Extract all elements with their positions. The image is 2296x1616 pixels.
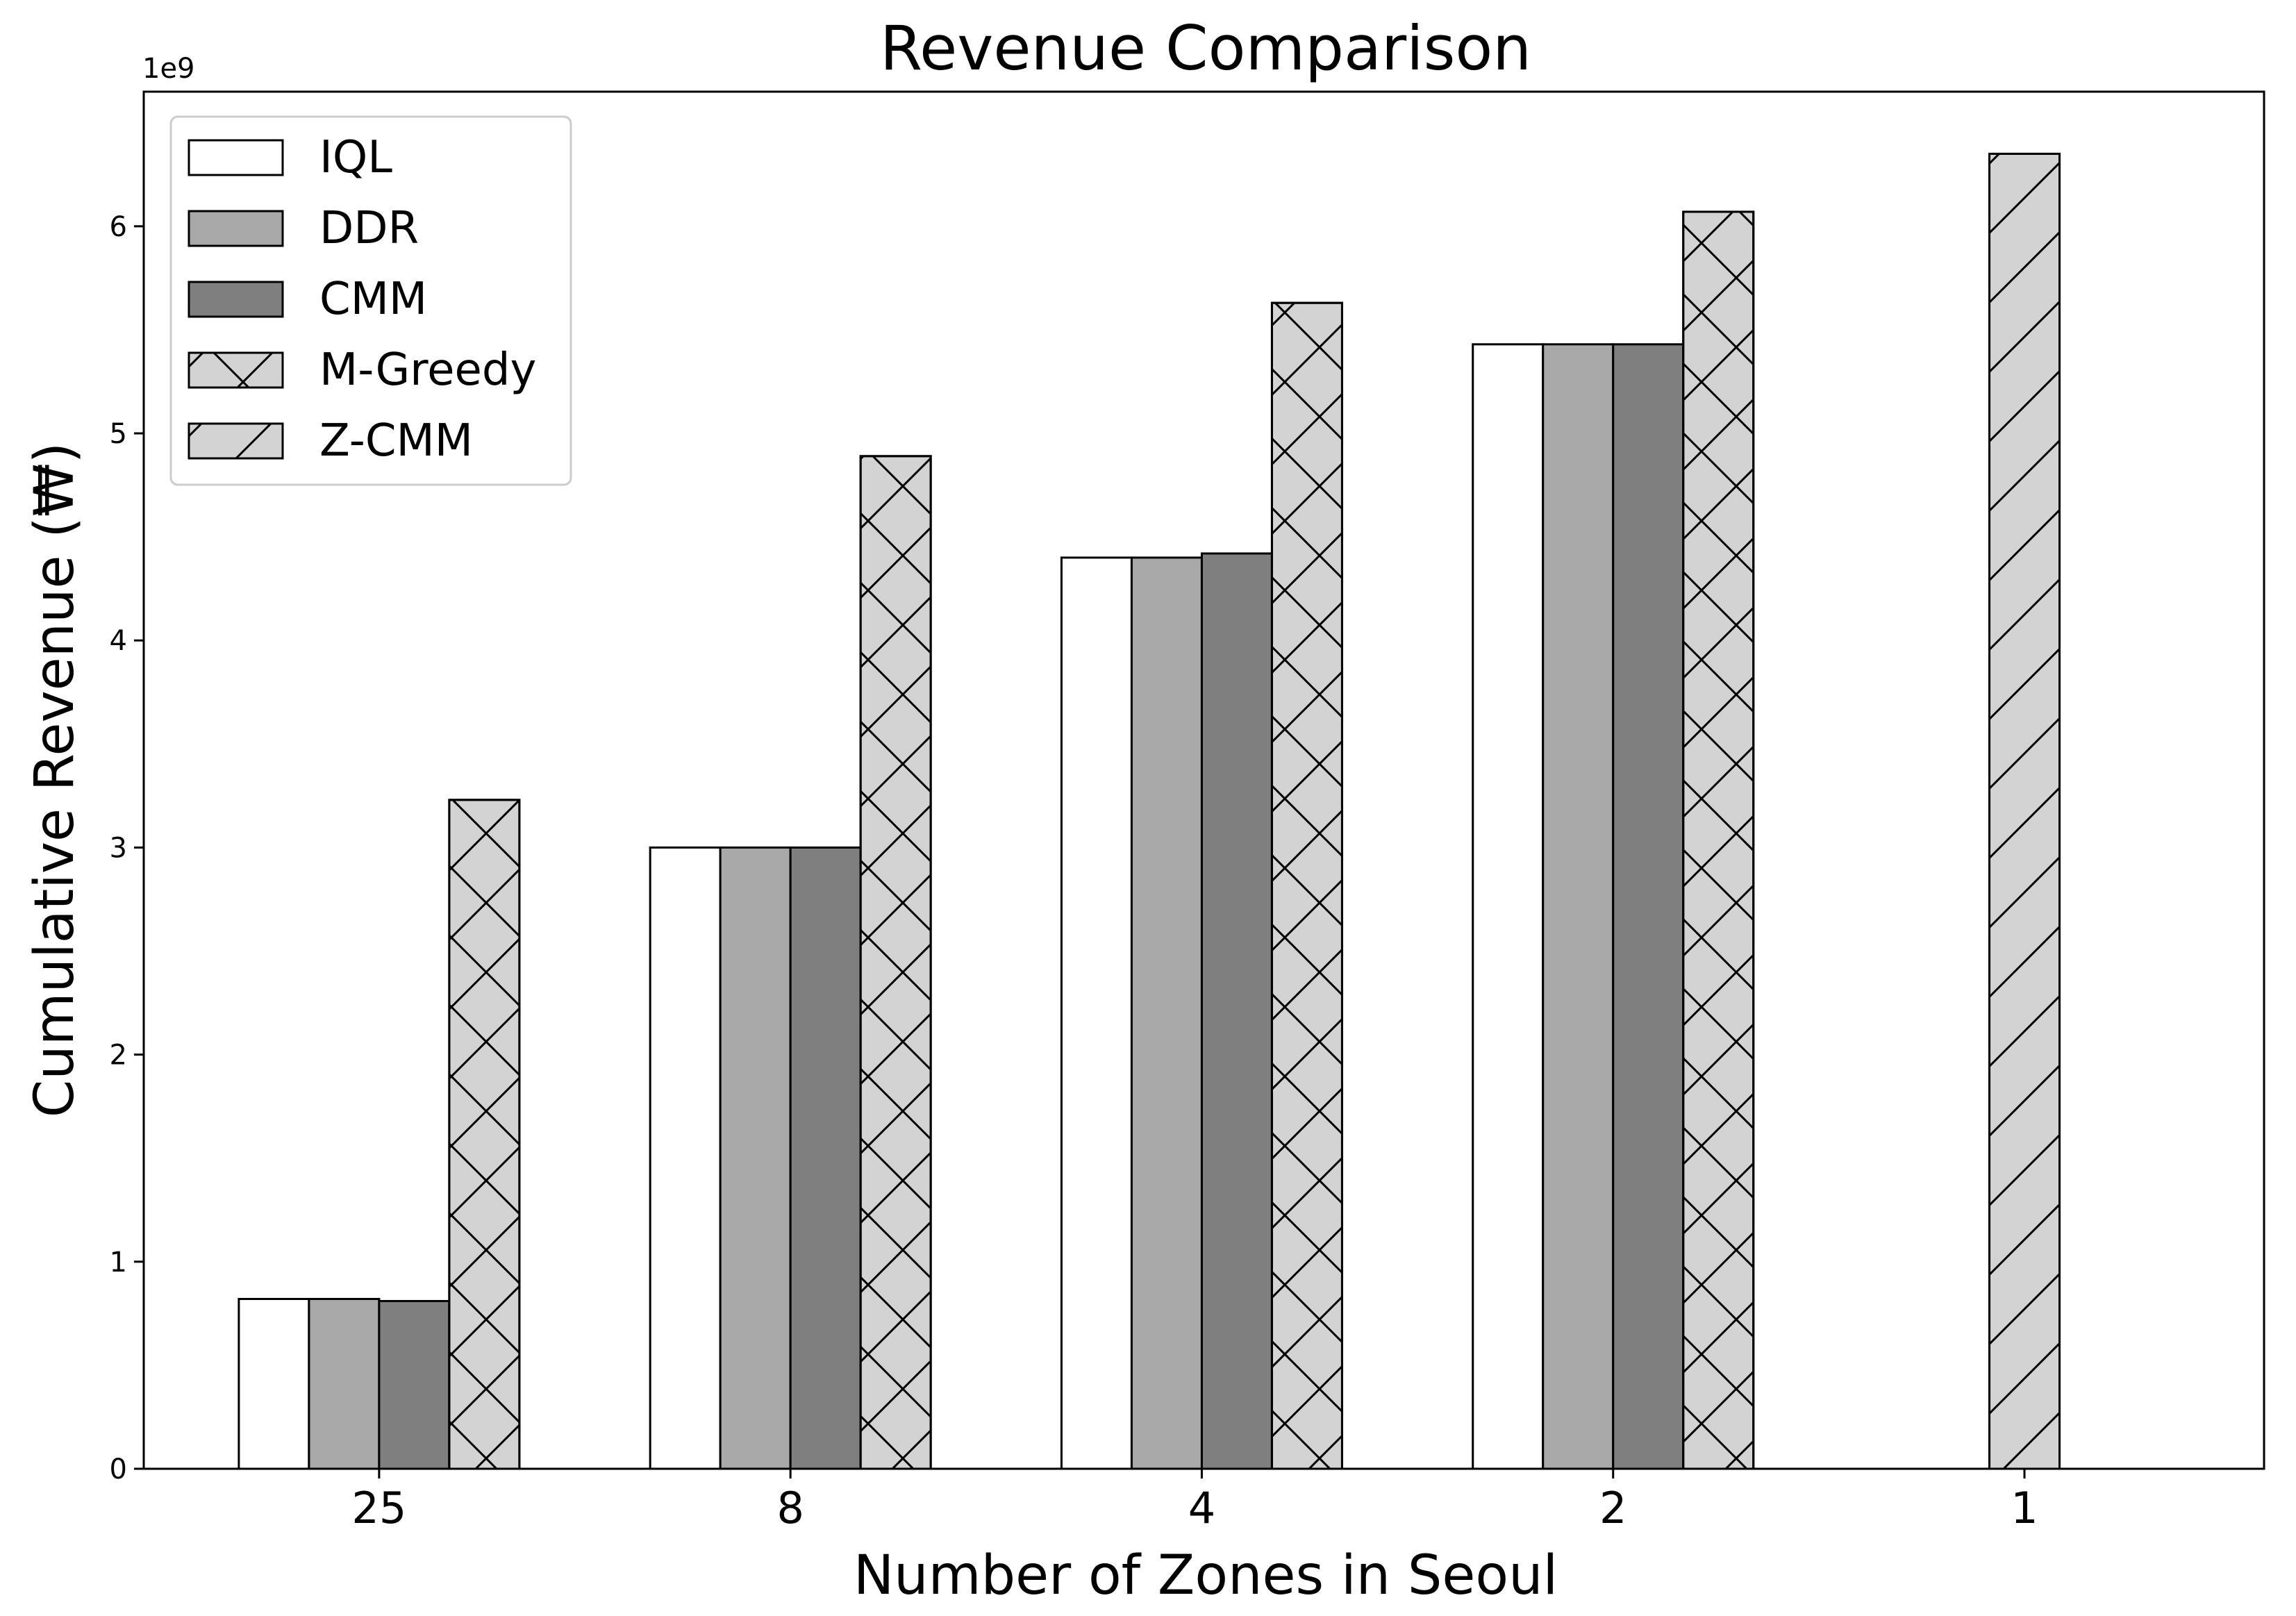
y-offset-label: 1e9 (142, 53, 195, 85)
x-tick-label: 25 (351, 1483, 406, 1533)
legend-label-ddr: DDR (319, 203, 419, 254)
legend-label-z-cmm: Z-CMM (319, 415, 473, 467)
x-tick-label: 2 (1599, 1483, 1627, 1533)
legend-swatch-hatch-m-greedy (188, 351, 284, 389)
bar-ddr-25 (308, 1297, 381, 1470)
bar-ddr-8 (719, 846, 792, 1470)
y-tick-label: 3 (110, 832, 127, 864)
bar-hatch-m-greedy-2 (1682, 210, 1755, 1470)
bar-hatch-m-greedy-4 (1270, 301, 1343, 1470)
y-axis: 0 1 2 3 4 5 6 (110, 211, 144, 1485)
legend-label-m-greedy: M-Greedy (319, 344, 536, 396)
legend-swatch-ddr (188, 210, 284, 247)
legend-swatch-cmm (188, 281, 284, 318)
bar-cmm-8 (789, 846, 862, 1470)
x-axis: 25 8 4 2 1 (351, 1469, 2038, 1533)
bar-cmm-2 (1612, 343, 1685, 1470)
legend-frame (169, 115, 572, 486)
x-axis-label: Number of Zones in Seoul (854, 1544, 1558, 1607)
bar-iql-25 (238, 1297, 310, 1470)
bar-hatch-m-greedy-8 (859, 455, 932, 1470)
x-tick-label: 8 (776, 1483, 804, 1533)
legend-label-cmm: CMM (319, 274, 427, 325)
plot-frame (142, 90, 2265, 1470)
legend: IQL DDR CMM M-Greedy Z-CMM (169, 115, 572, 486)
y-axis-label: Cumulative Revenue (₩) (24, 442, 86, 1117)
y-tick-label: 6 (110, 211, 127, 243)
y-tick-label: 4 (110, 625, 127, 657)
x-tick-label: 4 (1188, 1483, 1215, 1533)
bars-layer (238, 152, 2061, 1470)
legend-swatch-iql (188, 139, 284, 176)
bar-hatch-m-greedy-25 (448, 799, 521, 1470)
bar-hatch-z-cmm-1 (1988, 152, 2061, 1470)
bar-cmm-4 (1200, 552, 1273, 1470)
y-tick-label: 1 (110, 1247, 127, 1278)
legend-swatch-hatch-z-cmm (188, 422, 284, 460)
bar-cmm-25 (378, 1299, 451, 1470)
x-tick-label: 1 (2011, 1483, 2038, 1533)
bar-ddr-2 (1542, 343, 1615, 1470)
bar-ddr-4 (1130, 556, 1203, 1470)
y-tick-label: 0 (110, 1453, 127, 1485)
bar-iql-4 (1060, 556, 1133, 1470)
y-tick-label: 2 (110, 1040, 127, 1072)
legend-label-iql: IQL (319, 132, 392, 183)
y-tick-label: 5 (110, 418, 127, 450)
bar-iql-8 (649, 846, 722, 1470)
chart-title: Revenue Comparison (880, 13, 1531, 84)
bar-iql-2 (1472, 343, 1545, 1470)
